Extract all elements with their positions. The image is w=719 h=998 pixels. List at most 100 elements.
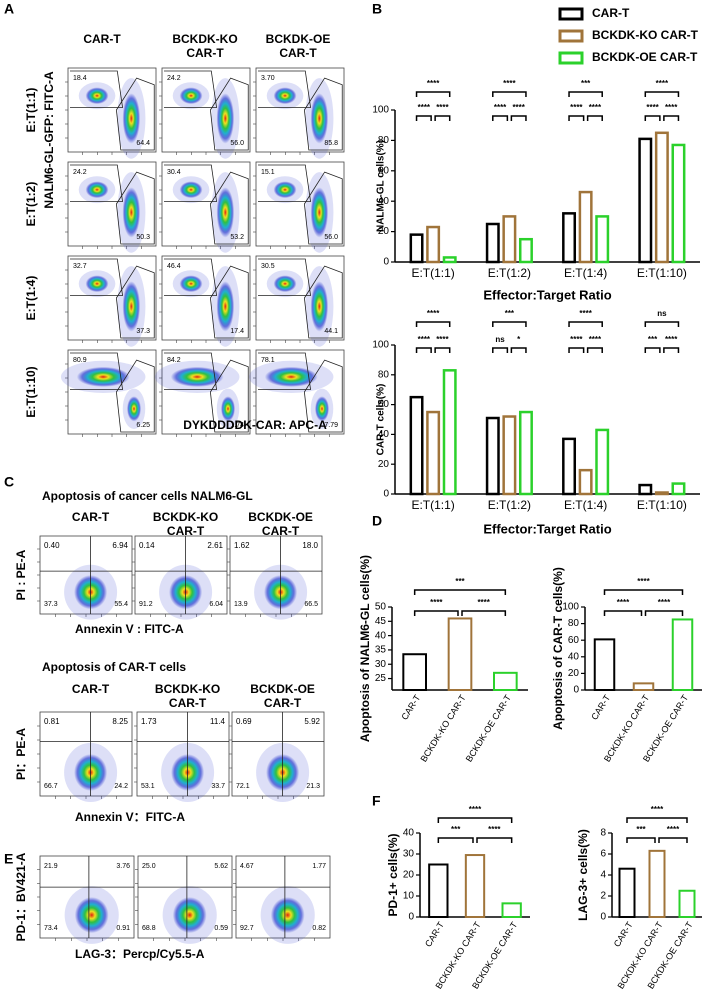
bar: [671, 482, 686, 496]
y-tick-label: 80: [378, 135, 390, 146]
y-tick-label: 0: [383, 257, 389, 268]
y-tick-label: 80: [378, 369, 390, 380]
y-tick-label: 6: [600, 849, 606, 860]
significance-label: ****: [436, 335, 449, 344]
y-tick-label: 20: [403, 870, 415, 881]
bar: [671, 618, 694, 692]
gate-value: 78.1: [261, 357, 275, 364]
significance-bracket: [663, 115, 680, 121]
gate: [115, 265, 155, 339]
column-header: CAR-T: [264, 696, 302, 710]
y-tick-label: 60: [568, 635, 580, 646]
significance-label: ****: [570, 335, 583, 344]
significance-bracket: [626, 817, 688, 823]
x-axis-label: Effector:Target Ratio: [483, 287, 611, 302]
x-tick-label: CAR-T: [612, 920, 635, 949]
y-axis-label: PD-1：BV421-A: [14, 852, 28, 941]
bar: [464, 854, 486, 918]
significance-bracket: [568, 91, 603, 97]
significance-bracket: [415, 321, 451, 327]
panel-title: Apoptosis of cancer cells NALM6-GL: [42, 489, 253, 503]
bar: [426, 225, 441, 264]
y-axis-label: NALM6-GL cells(%): [376, 140, 387, 232]
quadrant-value: 6.04: [209, 601, 223, 608]
bar: [402, 653, 428, 691]
bar: [447, 617, 473, 692]
significance-label: ***: [505, 309, 515, 318]
density-blob: [179, 275, 203, 293]
x-tick-label: E:T(1:10): [637, 266, 687, 280]
significance-label: ****: [418, 103, 431, 112]
significance-bracket: [492, 347, 509, 353]
significance-bracket: [644, 115, 661, 121]
x-tick-label: CAR-T: [589, 693, 612, 722]
quadrant-value: 6.94: [112, 541, 128, 550]
panel-label: D: [372, 513, 382, 529]
density-blob: [310, 187, 329, 238]
column-header: CAR-T: [72, 682, 110, 696]
y-tick-label: 8: [600, 828, 606, 839]
y-axis-label: PI：PE-A: [14, 728, 28, 780]
bar: [442, 256, 457, 264]
row-label: E:T(1:2): [24, 182, 38, 227]
gate-value: 44.1: [324, 328, 338, 335]
significance-bracket: [586, 115, 603, 121]
gate-value: 84.2: [167, 357, 181, 364]
gate: [258, 70, 312, 108]
y-axis-label: PI : PE-A: [14, 549, 28, 600]
significance-bracket: [415, 115, 432, 121]
quadrant-value: 68.8: [142, 925, 156, 932]
y-tick-label: 40: [568, 651, 580, 662]
bar: [638, 137, 653, 264]
significance-bracket: [415, 91, 451, 97]
x-tick-label: BCKDK-KO CAR-T: [418, 693, 468, 764]
quadrant-value: 4.67: [240, 863, 254, 870]
y-tick-label: 40: [403, 828, 415, 839]
y-tick-label: 20: [378, 226, 390, 237]
significance-bracket: [586, 347, 603, 353]
gate: [115, 171, 155, 245]
density-blob: [273, 275, 297, 293]
density-blob: [122, 93, 141, 144]
significance-bracket: [434, 347, 451, 353]
y-tick-label: 80: [568, 618, 580, 629]
quadrant-value: 5.62: [214, 863, 228, 870]
bar: [562, 212, 577, 264]
significance-label: ****: [427, 309, 440, 318]
significance-label: ***: [648, 335, 658, 344]
panel-label: F: [372, 793, 381, 809]
bar: [618, 867, 636, 919]
y-tick-label: 20: [378, 459, 390, 470]
significance-label: ****: [637, 577, 650, 586]
quadrant-value: 2.61: [207, 541, 223, 550]
y-axis-label: LAG-3+ cells(%): [576, 829, 590, 921]
panel-label: B: [372, 1, 382, 17]
significance-bracket: [437, 817, 513, 823]
bar: [442, 369, 457, 496]
x-tick-label: E:T(1:4): [564, 498, 607, 512]
significance-label: ****: [667, 825, 680, 834]
significance-label: ****: [651, 805, 664, 814]
legend-swatch: [558, 7, 584, 21]
y-tick-label: 60: [378, 165, 390, 176]
significance-label: ****: [589, 103, 602, 112]
bar: [562, 437, 577, 496]
bar: [632, 682, 655, 691]
density-blob: [74, 897, 109, 934]
bar: [638, 483, 653, 496]
y-tick-label: 30: [375, 659, 387, 670]
gate-value: 56.0: [230, 140, 244, 147]
y-tick-label: 45: [375, 616, 387, 627]
bar: [493, 671, 518, 691]
y-tick-label: 0: [383, 489, 389, 500]
column-header: CAR-T: [186, 46, 224, 60]
gate-value: 24.2: [167, 75, 181, 82]
bar: [593, 638, 616, 691]
significance-label: ****: [656, 79, 669, 88]
x-tick-label: BCKDK-OE CAR-T: [641, 693, 691, 764]
gate: [209, 359, 249, 433]
quadrant-value: 91.2: [139, 601, 153, 608]
quadrant-value: 13.9: [234, 601, 248, 608]
quadrant-value: 8.25: [112, 717, 128, 726]
column-header: BCKDK-KO: [172, 32, 237, 46]
